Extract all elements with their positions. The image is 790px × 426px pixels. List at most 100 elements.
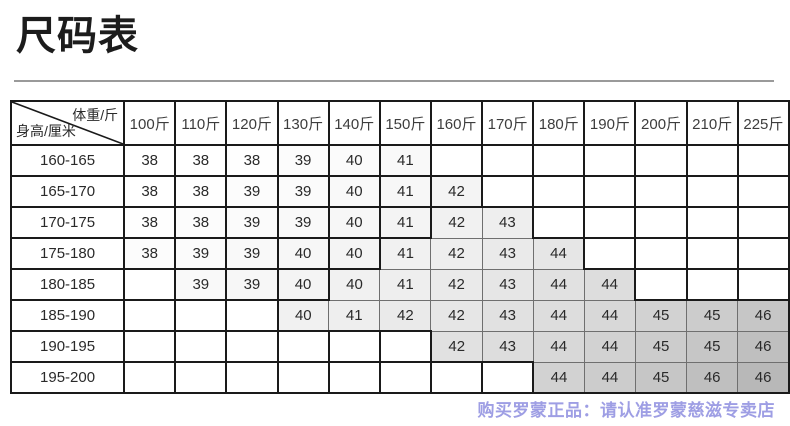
- size-cell: 44: [532, 268, 585, 301]
- empty-cell: [634, 206, 688, 239]
- size-cell: 39: [225, 268, 279, 301]
- empty-cell: [634, 237, 688, 270]
- size-cell: 39: [276, 144, 330, 177]
- empty-cell: [481, 361, 535, 394]
- empty-cell: [174, 299, 228, 332]
- size-cell: 43: [481, 330, 534, 363]
- size-cell: 43: [481, 268, 534, 301]
- height-range-label: 170-175: [9, 206, 126, 239]
- height-range-label: 165-170: [9, 175, 126, 208]
- size-cell: 38: [123, 206, 177, 239]
- size-cell: 44: [583, 268, 636, 301]
- size-cell: 40: [276, 237, 330, 270]
- height-range-label: 160-165: [9, 144, 126, 177]
- corner-cell: 体重/斤 身高/厘米: [9, 100, 126, 146]
- size-cell: 45: [634, 361, 688, 394]
- empty-cell: [123, 299, 177, 332]
- empty-cell: [225, 330, 279, 363]
- empty-cell: [327, 361, 381, 394]
- empty-cell: [634, 144, 688, 177]
- size-cell: 44: [583, 361, 636, 394]
- height-range-label: 175-180: [9, 237, 126, 270]
- empty-cell: [276, 330, 330, 363]
- empty-cell: [174, 361, 228, 394]
- height-range-label: 180-185: [9, 268, 126, 301]
- size-table: 体重/斤 身高/厘米 100斤 110斤 120斤 130斤 140斤 150斤 160斤 1…: [9, 100, 790, 394]
- size-table-body: 体重/斤 身高/厘米 100斤 110斤 120斤 130斤 140斤 150斤 160斤 1…: [9, 100, 790, 394]
- empty-cell: [123, 330, 177, 363]
- empty-cell: [174, 330, 228, 363]
- weight-header-cell: 130斤: [276, 100, 330, 146]
- weight-header-cell: 225斤: [736, 100, 790, 146]
- size-cell: 38: [123, 237, 177, 270]
- empty-cell: [736, 175, 790, 208]
- empty-cell: [736, 206, 790, 239]
- weight-header-cell: 160斤: [429, 100, 484, 146]
- weight-unit-label: 体重/斤: [72, 107, 119, 123]
- size-cell: 44: [532, 299, 585, 332]
- size-cell: 40: [327, 206, 381, 239]
- size-cell: 44: [583, 299, 636, 332]
- size-cell: 38: [174, 175, 228, 208]
- size-cell: 39: [174, 268, 228, 301]
- size-cell: 46: [737, 299, 790, 332]
- size-cell: 42: [429, 175, 484, 208]
- size-cell: 39: [225, 175, 279, 208]
- size-cell: 44: [532, 237, 585, 270]
- size-cell: 40: [327, 237, 381, 270]
- empty-cell: [685, 144, 739, 177]
- weight-header-cell: 150斤: [378, 100, 432, 146]
- header-row: 体重/斤 身高/厘米 100斤 110斤 120斤 130斤 140斤 150斤 160斤 1…: [9, 100, 790, 146]
- empty-cell: [327, 330, 381, 363]
- weight-header-cell: 200斤: [634, 100, 688, 146]
- empty-cell: [429, 361, 484, 394]
- table-row: 185-190 40 41 42 42 43 44 44 45 45 46: [9, 299, 790, 332]
- empty-cell: [378, 330, 432, 363]
- height-range-label: 185-190: [9, 299, 126, 332]
- size-cell: 38: [174, 144, 228, 177]
- title-divider: [14, 80, 774, 82]
- empty-cell: [583, 237, 637, 270]
- empty-cell: [583, 206, 637, 239]
- table-row: 160-165 38 38 38 39 40 41: [9, 144, 790, 177]
- empty-cell: [583, 175, 637, 208]
- empty-cell: [685, 206, 739, 239]
- size-cell: 41: [328, 299, 381, 332]
- empty-cell: [685, 175, 739, 208]
- table-row: 165-170 38 38 39 39 40 41 42: [9, 175, 790, 208]
- page-title: 尺码表: [16, 14, 139, 58]
- weight-header-cell: 210斤: [685, 100, 739, 146]
- size-cell: 42: [430, 206, 483, 239]
- empty-cell: [532, 175, 586, 208]
- weight-header-cell: 140斤: [327, 100, 381, 146]
- size-cell: 40: [276, 268, 330, 301]
- size-cell: 46: [686, 361, 739, 394]
- size-cell: 46: [737, 330, 790, 363]
- size-cell: 42: [430, 299, 483, 332]
- size-cell: 40: [328, 268, 381, 301]
- empty-cell: [123, 361, 177, 394]
- empty-cell: [685, 268, 739, 301]
- size-cell: 42: [430, 237, 483, 270]
- empty-cell: [378, 361, 432, 394]
- size-cell: 42: [430, 330, 483, 363]
- size-cell: 41: [379, 237, 432, 270]
- weight-header-cell: 190斤: [583, 100, 637, 146]
- size-cell: 40: [327, 175, 381, 208]
- empty-cell: [532, 206, 586, 239]
- table-row: 195-200 44 44 45 46 46: [9, 361, 790, 394]
- size-cell: 41: [378, 206, 432, 239]
- weight-header-cell: 100斤: [123, 100, 177, 146]
- empty-cell: [123, 268, 177, 301]
- diagonal-divider-line: [13, 103, 123, 143]
- weight-header-cell: 110斤: [174, 100, 228, 146]
- size-cell: 45: [686, 330, 739, 363]
- size-cell: 41: [379, 268, 432, 301]
- size-cell: 41: [378, 175, 432, 208]
- size-cell: 39: [276, 206, 330, 239]
- empty-cell: [225, 361, 279, 394]
- height-unit-label: 身高/厘米: [16, 123, 76, 139]
- weight-header-cell: 170斤: [481, 100, 535, 146]
- empty-cell: [481, 175, 535, 208]
- empty-cell: [634, 268, 688, 301]
